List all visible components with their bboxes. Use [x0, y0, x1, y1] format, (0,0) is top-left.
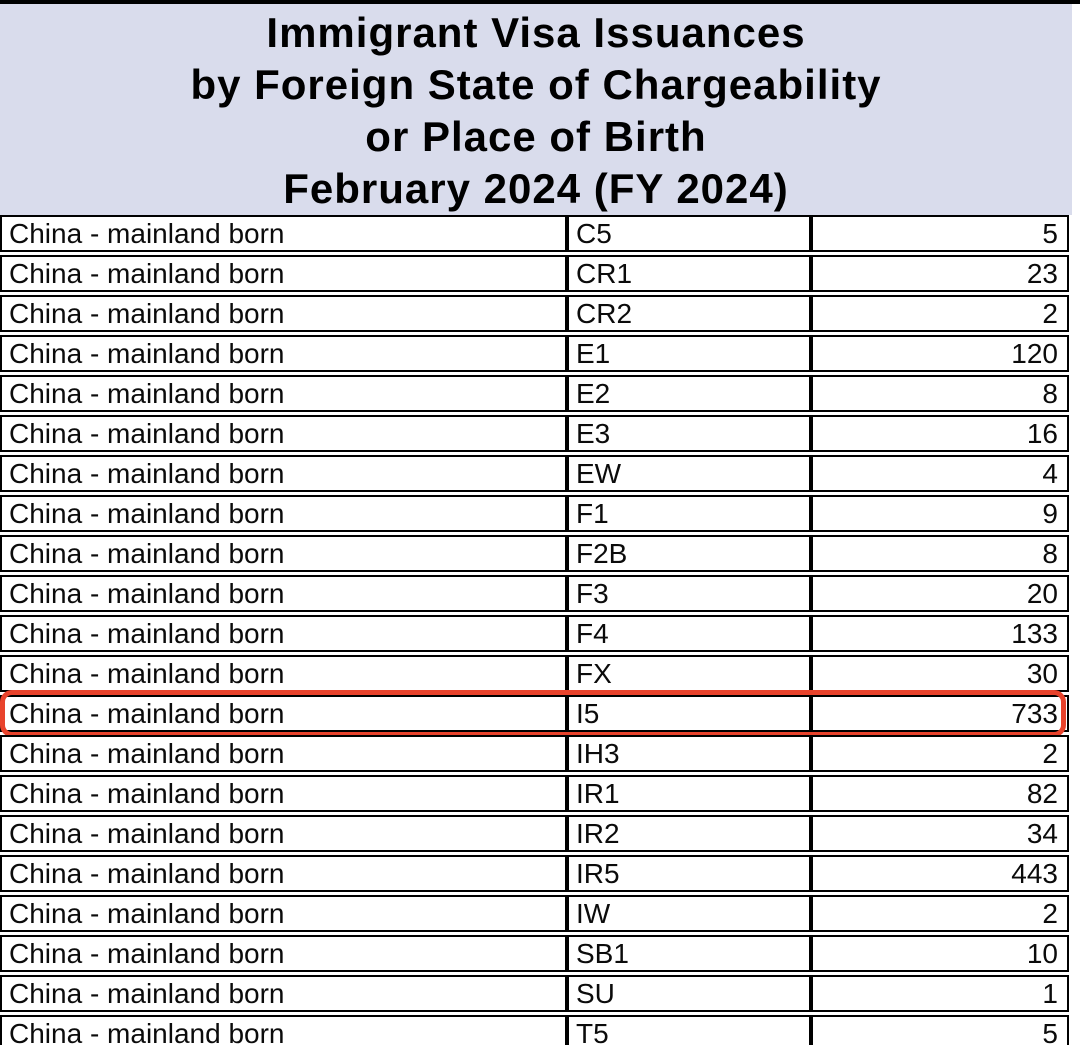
title-line-3: or Place of Birth: [365, 113, 707, 160]
issuances-cell: 5: [811, 1015, 1069, 1045]
visa-class-cell: F2B: [567, 535, 811, 572]
table-row: China - mainland born F2B 8: [0, 535, 1069, 572]
visa-class-cell: CR2: [567, 295, 811, 332]
place-of-birth-cell: China - mainland born: [0, 375, 567, 412]
issuances-cell: 5: [811, 215, 1069, 252]
issuances-cell: 9: [811, 495, 1069, 532]
issuances-cell: 2: [811, 735, 1069, 772]
visa-class-cell: FX: [567, 655, 811, 692]
place-of-birth-cell: China - mainland born: [0, 535, 567, 572]
table-row: China - mainland born T5 5: [0, 1015, 1069, 1045]
place-of-birth-cell: China - mainland born: [0, 495, 567, 532]
visa-class-cell: E1: [567, 335, 811, 372]
visa-class-cell: E2: [567, 375, 811, 412]
table-row: China - mainland born F1 9: [0, 495, 1069, 532]
issuances-cell: 4: [811, 455, 1069, 492]
visa-class-cell: IR5: [567, 855, 811, 892]
table-row: China - mainland born IW 2: [0, 895, 1069, 932]
title-line-4: February 2024 (FY 2024): [283, 165, 789, 212]
table-row: China - mainland born SB1 10: [0, 935, 1069, 972]
visa-class-cell: SB1: [567, 935, 811, 972]
issuances-cell: 8: [811, 535, 1069, 572]
issuances-cell: 443: [811, 855, 1069, 892]
visa-class-cell: F4: [567, 615, 811, 652]
table-row: China - mainland born E3 16: [0, 415, 1069, 452]
table-row: China - mainland born CR2 2: [0, 295, 1069, 332]
visa-class-cell: E3: [567, 415, 811, 452]
table-row: China - mainland born SU 1: [0, 975, 1069, 1012]
place-of-birth-cell: China - mainland born: [0, 735, 567, 772]
title-line-1: Immigrant Visa Issuances: [266, 9, 806, 56]
issuances-cell: 82: [811, 775, 1069, 812]
place-of-birth-cell: China - mainland born: [0, 655, 567, 692]
place-of-birth-cell: China - mainland born: [0, 975, 567, 1012]
place-of-birth-cell: China - mainland born: [0, 1015, 567, 1045]
issuances-cell: 1: [811, 975, 1069, 1012]
visa-class-cell: IH3: [567, 735, 811, 772]
table-row: China - mainland born CR1 23: [0, 255, 1069, 292]
issuances-cell: 733: [811, 695, 1069, 732]
table-row: China - mainland born FX 30: [0, 655, 1069, 692]
issuances-cell: 2: [811, 295, 1069, 332]
visa-class-cell: F1: [567, 495, 811, 532]
visa-class-cell: EW: [567, 455, 811, 492]
table-row: China - mainland born EW 4: [0, 455, 1069, 492]
title-line-2: by Foreign State of Chargeability: [190, 61, 882, 108]
visa-class-cell: I5: [567, 695, 811, 732]
table-row: China - mainland born C5 5: [0, 215, 1069, 252]
place-of-birth-cell: China - mainland born: [0, 215, 567, 252]
issuances-cell: 20: [811, 575, 1069, 612]
place-of-birth-cell: China - mainland born: [0, 815, 567, 852]
place-of-birth-cell: China - mainland born: [0, 935, 567, 972]
place-of-birth-cell: China - mainland born: [0, 575, 567, 612]
place-of-birth-cell: China - mainland born: [0, 695, 567, 732]
visa-class-cell: IR1: [567, 775, 811, 812]
issuances-cell: 23: [811, 255, 1069, 292]
visa-class-cell: SU: [567, 975, 811, 1012]
title-block: Immigrant Visa Issuances by Foreign Stat…: [0, 4, 1072, 215]
visa-class-cell: C5: [567, 215, 811, 252]
top-border-line: [0, 0, 1080, 4]
place-of-birth-cell: China - mainland born: [0, 855, 567, 892]
place-of-birth-cell: China - mainland born: [0, 775, 567, 812]
table-row: China - mainland born IR2 34: [0, 815, 1069, 852]
issuances-cell: 34: [811, 815, 1069, 852]
visa-class-cell: IW: [567, 895, 811, 932]
place-of-birth-cell: China - mainland born: [0, 895, 567, 932]
issuances-cell: 30: [811, 655, 1069, 692]
issuances-cell: 2: [811, 895, 1069, 932]
issuances-cell: 120: [811, 335, 1069, 372]
place-of-birth-cell: China - mainland born: [0, 255, 567, 292]
place-of-birth-cell: China - mainland born: [0, 295, 567, 332]
table-row: China - mainland born E2 8: [0, 375, 1069, 412]
visa-class-cell: F3: [567, 575, 811, 612]
place-of-birth-cell: China - mainland born: [0, 335, 567, 372]
table-row: China - mainland born IR1 82: [0, 775, 1069, 812]
table-row: China - mainland born IH3 2: [0, 735, 1069, 772]
issuances-cell: 8: [811, 375, 1069, 412]
table-row: China - mainland born F3 20: [0, 575, 1069, 612]
issuances-cell: 16: [811, 415, 1069, 452]
visa-class-cell: CR1: [567, 255, 811, 292]
visa-table: China - mainland born C5 5 China - mainl…: [0, 215, 1069, 1045]
table-row: China - mainland born IR5 443: [0, 855, 1069, 892]
visa-class-cell: IR2: [567, 815, 811, 852]
table-row: China - mainland born F4 133: [0, 615, 1069, 652]
table-row: China - mainland born E1 120: [0, 335, 1069, 372]
issuances-cell: 133: [811, 615, 1069, 652]
place-of-birth-cell: China - mainland born: [0, 615, 567, 652]
place-of-birth-cell: China - mainland born: [0, 415, 567, 452]
place-of-birth-cell: China - mainland born: [0, 455, 567, 492]
table-row-highlighted: China - mainland born I5 733: [0, 690, 1069, 737]
issuances-cell: 10: [811, 935, 1069, 972]
visa-class-cell: T5: [567, 1015, 811, 1045]
